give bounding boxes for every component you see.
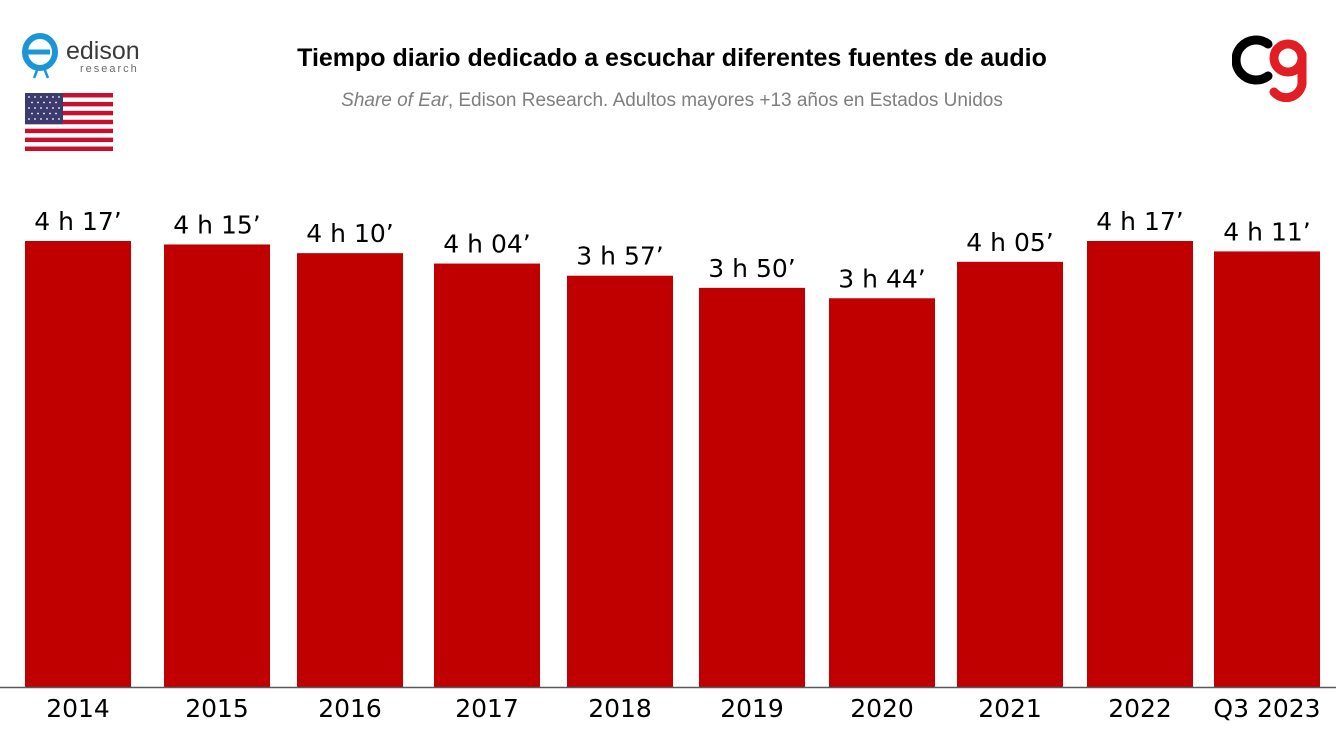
x-tick-label: 2021 xyxy=(978,694,1042,723)
bar-2017 xyxy=(434,263,540,687)
subtitle-rest: , Edison Research. Adultos mayores +13 a… xyxy=(447,90,1003,111)
x-tick-label: 2015 xyxy=(185,694,249,723)
x-tick-label: 2018 xyxy=(588,694,652,723)
data-label: 4 h 05’ xyxy=(966,228,1053,257)
bar-2019 xyxy=(699,287,805,687)
bar-2016 xyxy=(297,253,403,687)
data-label: 4 h 04’ xyxy=(443,230,530,259)
us-flag-icon xyxy=(25,93,113,151)
bar-2015 xyxy=(164,244,270,687)
x-tick-label: 2016 xyxy=(318,694,382,723)
edison-logo-text: edison xyxy=(66,37,140,65)
x-tick-label: 2019 xyxy=(720,694,784,723)
data-label: 4 h 17’ xyxy=(34,207,121,236)
x-tick-label: 2014 xyxy=(46,694,110,723)
bar-2018 xyxy=(567,275,673,687)
x-tick-label: 2017 xyxy=(455,694,519,723)
data-label: 3 h 50’ xyxy=(708,254,795,283)
x-tick-label: 2022 xyxy=(1108,694,1172,723)
bar-2020 xyxy=(829,298,935,687)
bar-2021 xyxy=(957,261,1063,687)
data-label: 4 h 15’ xyxy=(173,210,260,239)
bar-q3-2023 xyxy=(1214,251,1320,687)
bar-2022 xyxy=(1087,241,1193,687)
chart-title: Tiempo diario dedicado a escuchar difere… xyxy=(297,44,1047,72)
edison-logo-subtext: research xyxy=(80,63,139,75)
data-label: 4 h 10’ xyxy=(306,219,393,248)
edison-research-logo: edison research xyxy=(22,33,140,79)
bar-2014 xyxy=(25,241,131,687)
x-tick-label: Q3 2023 xyxy=(1213,694,1320,723)
data-label: 3 h 57’ xyxy=(576,242,663,271)
data-label: 3 h 44’ xyxy=(838,264,925,293)
data-label: 4 h 11’ xyxy=(1223,217,1310,246)
cg-logo xyxy=(1232,35,1307,102)
chart-subtitle: Share of Ear, Edison Research. Adultos m… xyxy=(0,90,1344,112)
data-label: 4 h 17’ xyxy=(1096,207,1183,236)
x-tick-label: 2020 xyxy=(850,694,914,723)
subtitle-italic: Share of Ear xyxy=(341,90,448,111)
